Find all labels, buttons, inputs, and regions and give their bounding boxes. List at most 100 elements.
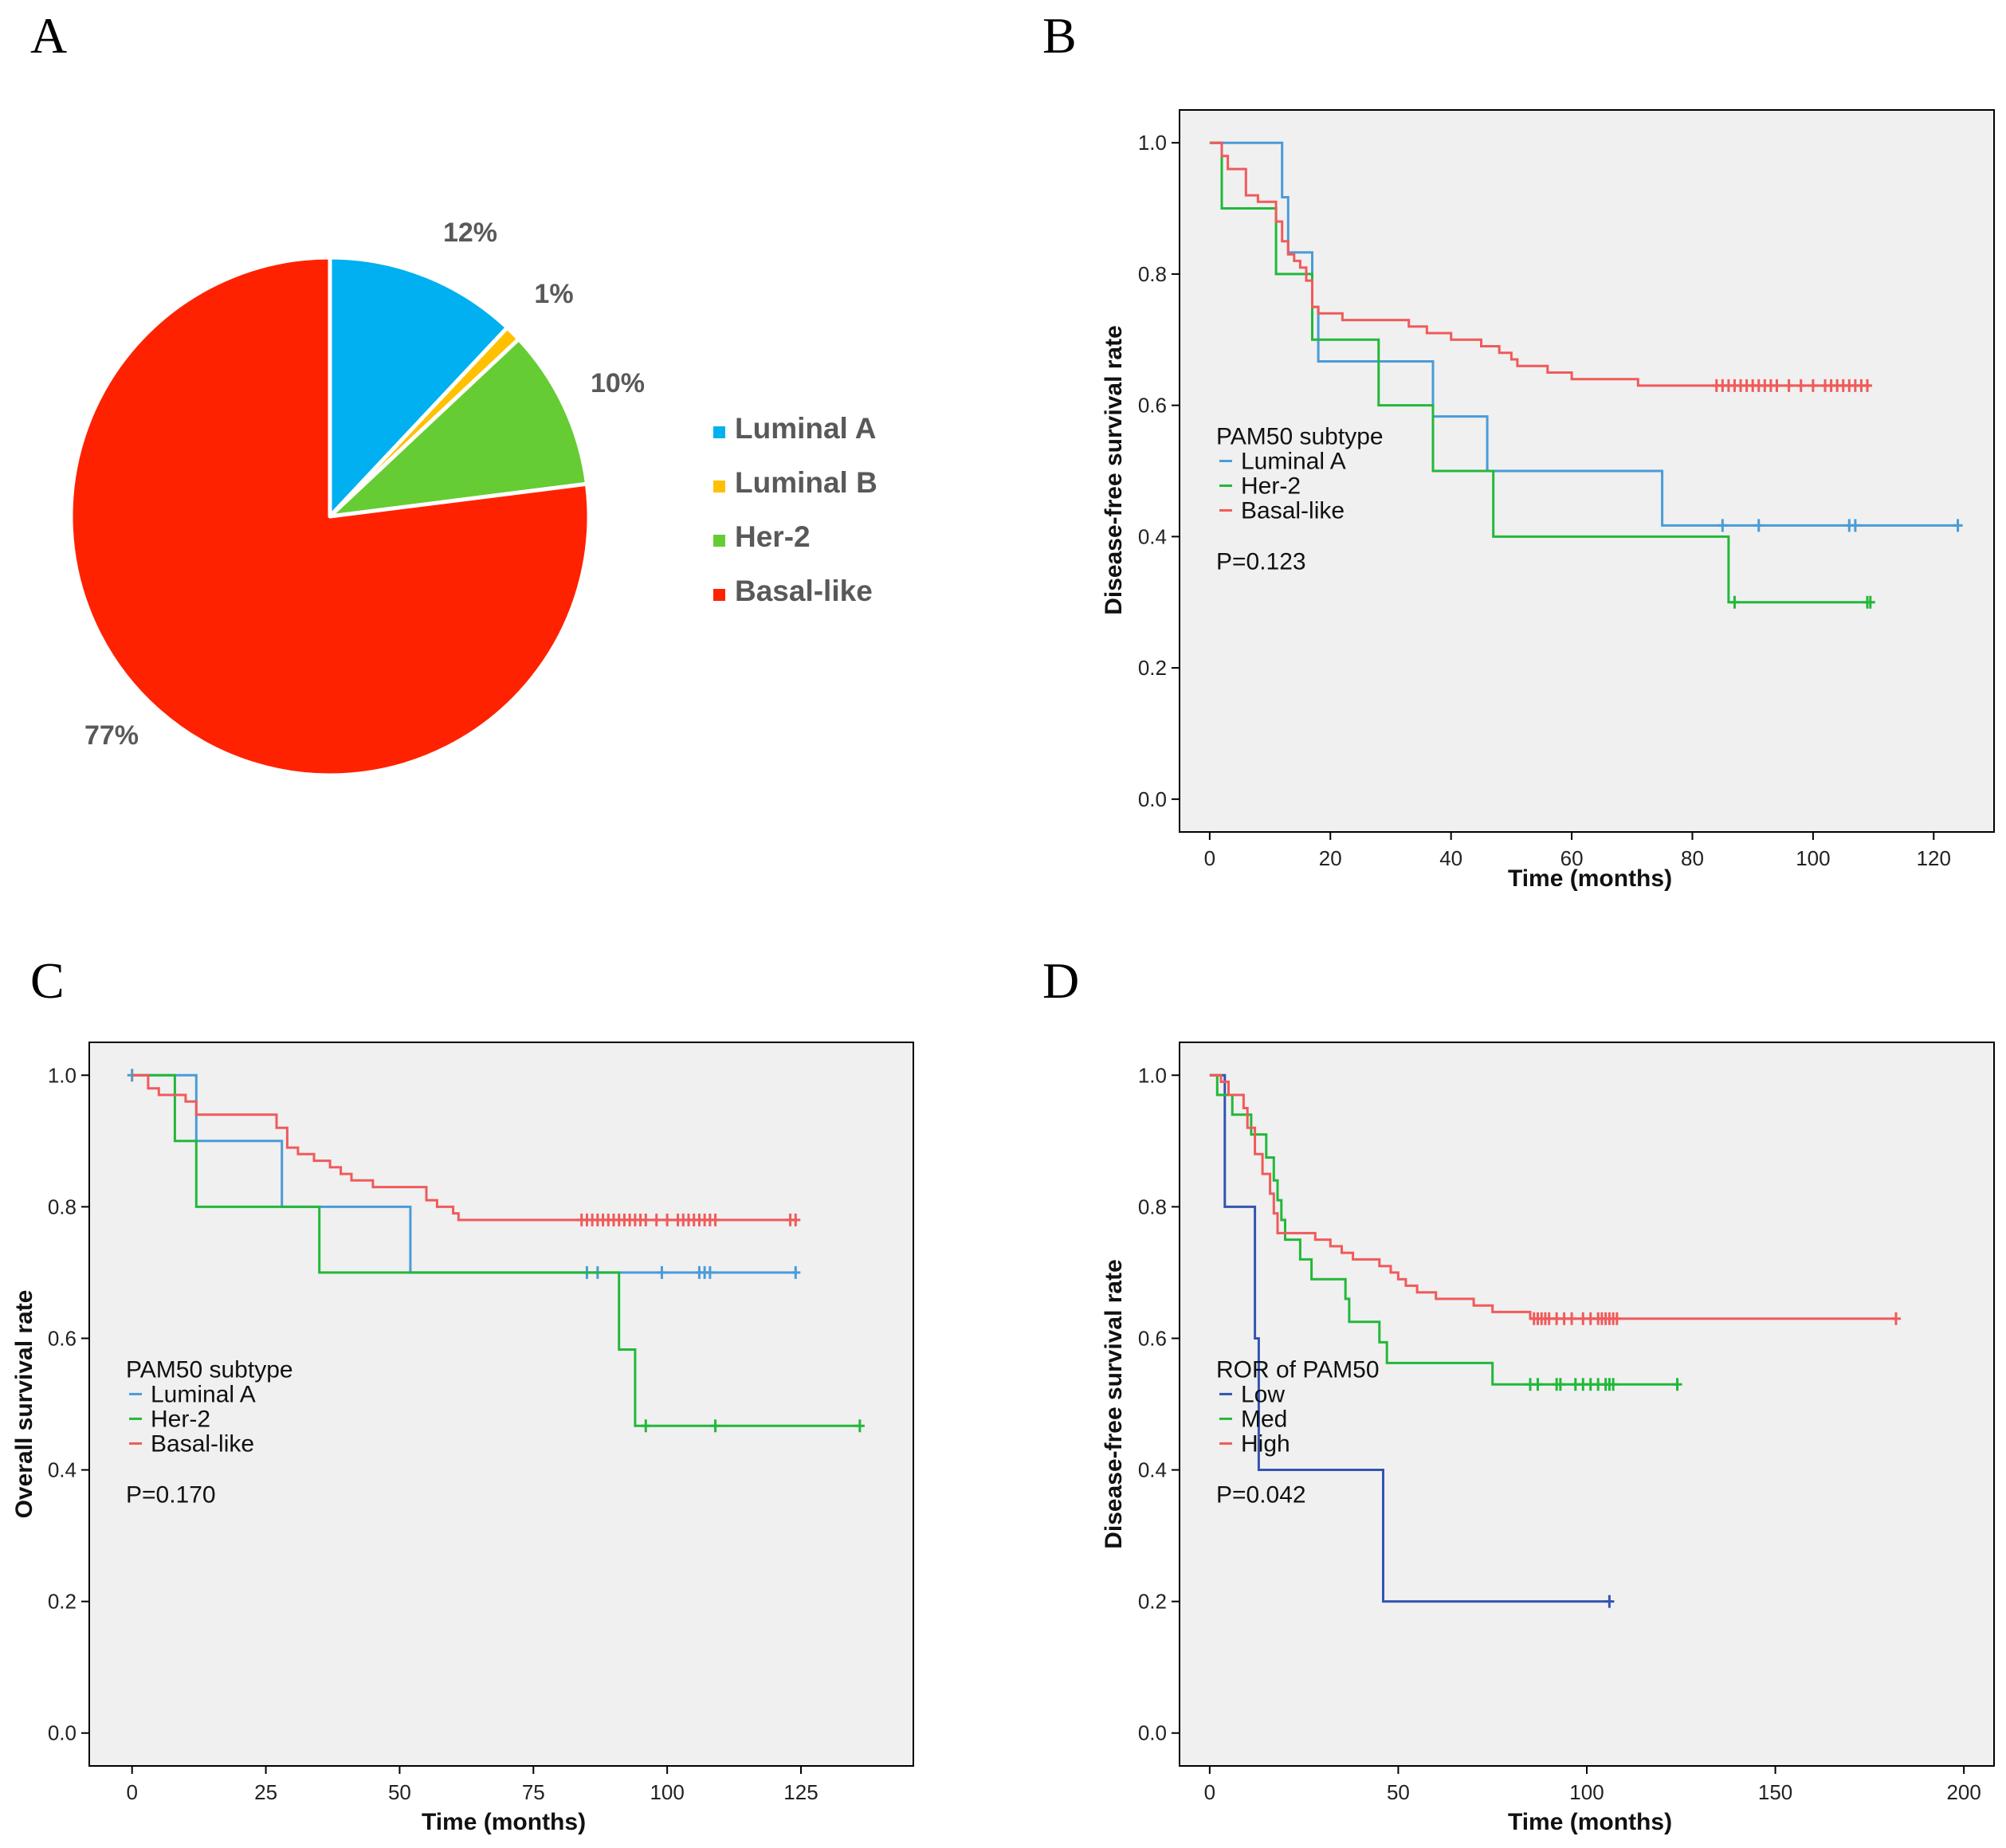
y-tick-label-b: 1.0 — [1138, 131, 1167, 155]
legend-label-her-2-c: Her-2 — [151, 1406, 210, 1432]
y-tick-label-d: 0.2 — [1138, 1590, 1167, 1614]
legend-label-basal-like-c: Basal-like — [151, 1430, 254, 1457]
km-chart-d: 0.0 0.2 0.4 0.6 0.8 1.0 0 50 100 150 200 Time (mont… — [1101, 1042, 1995, 1835]
pie-legend-label-her-2: Her-2 — [735, 520, 811, 553]
survival-curve-basal-like-c — [132, 1073, 796, 1222]
x-tick-label-c: 50 — [388, 1780, 411, 1804]
legend-label-luminal-a-c: Luminal A — [151, 1381, 256, 1407]
y-axis-title-d: Disease-free survival rate — [1101, 1259, 1127, 1549]
legend-label-high-d: High — [1241, 1430, 1290, 1457]
censor-mark-luminal-a-c — [657, 1265, 667, 1279]
censor-mark-her-2-c — [710, 1419, 720, 1433]
y-tick-label-b: 0.4 — [1138, 524, 1167, 548]
pie-legend-swatch-basal-like — [713, 589, 725, 601]
censor-mark-basal-like-b — [1808, 379, 1818, 392]
censor-mark-her-2-c — [854, 1419, 865, 1433]
y-tick-label-b: 0.6 — [1138, 394, 1167, 418]
censor-mark-low-d — [1604, 1595, 1615, 1608]
censor-mark-luminal-a-c — [705, 1265, 715, 1279]
x-axis-title-c: Time (months) — [422, 1809, 586, 1835]
survival-curve-basal-like-b — [1209, 141, 1871, 387]
x-tick-label-b: 40 — [1439, 846, 1462, 870]
censor-mark-basal-like-c — [662, 1213, 673, 1226]
pie-value-label-luminal-a: 12% — [443, 218, 497, 248]
pie-slice-luminal-a — [328, 255, 509, 519]
survival-curve-her-2-b — [1209, 141, 1871, 604]
pie-legend-swatch-luminal-a — [713, 426, 725, 438]
x-tick-label-c: 75 — [522, 1780, 545, 1804]
x-tick-label-c: 100 — [650, 1780, 684, 1804]
censor-mark-high-d — [1567, 1312, 1577, 1325]
plot-area-b — [1179, 109, 1995, 833]
y-tick-label-b: 0.8 — [1138, 262, 1167, 286]
km-chart-c: 0.0 0.2 0.4 0.6 0.8 1.0 0 25 50 75 100 125 Time (mon… — [11, 1042, 914, 1835]
p-value-b: P=0.123 — [1216, 548, 1306, 575]
x-tick-label-b: 0 — [1204, 846, 1215, 870]
x-axis-title-d: Time (months) — [1508, 1809, 1672, 1835]
pie-value-label-her-2: 10% — [591, 368, 645, 398]
censor-mark-basal-like-c — [651, 1213, 661, 1226]
panel-label-a: A — [30, 7, 67, 64]
legend-title-c: PAM50 subtype — [126, 1356, 293, 1383]
censor-mark-med-d — [1555, 1378, 1565, 1391]
y-tick-label-c: 1.0 — [48, 1063, 77, 1087]
survival-curve-high-d — [1209, 1073, 1896, 1320]
p-value-d: P=0.042 — [1216, 1481, 1306, 1508]
x-tick-label-d: 200 — [1946, 1780, 1980, 1804]
pie-slice-basal-like — [69, 255, 591, 778]
x-axis-title-b: Time (months) — [1508, 865, 1672, 892]
legend-label-basal-like-b: Basal-like — [1241, 497, 1345, 524]
censor-mark-med-d — [1533, 1378, 1543, 1391]
pie-value-label-basal-like: 77% — [84, 720, 139, 751]
x-tick-label-b: 120 — [1917, 846, 1951, 870]
censor-mark-her-2-b — [1865, 595, 1875, 609]
legend-title-b: PAM50 subtype — [1216, 423, 1384, 449]
panel-label-d: D — [1042, 952, 1079, 1009]
x-tick-label-d: 50 — [1387, 1780, 1410, 1804]
pie-legend-label-luminal-a: Luminal A — [735, 412, 876, 445]
pie-legend-swatch-luminal-b — [713, 481, 725, 492]
censor-mark-basal-like-c — [791, 1213, 801, 1226]
p-value-c: P=0.170 — [126, 1481, 216, 1508]
plot-area-c — [88, 1042, 914, 1767]
y-tick-label-c: 0.4 — [48, 1458, 77, 1482]
legend-label-luminal-a-b: Luminal A — [1241, 448, 1346, 474]
legend-title-d: ROR of PAM50 — [1216, 1356, 1380, 1383]
y-axis-title-b: Disease-free survival rate — [1101, 325, 1127, 615]
x-tick-label-d: 150 — [1758, 1780, 1792, 1804]
y-tick-label-c: 0.0 — [48, 1721, 77, 1745]
censor-mark-high-d — [1611, 1312, 1622, 1325]
censor-mark-med-d — [1608, 1378, 1619, 1391]
legend-label-med-d: Med — [1241, 1406, 1287, 1432]
x-tick-label-c: 0 — [126, 1780, 137, 1804]
censor-mark-basal-like-b — [1784, 379, 1794, 392]
y-tick-label-b: 0.2 — [1138, 656, 1167, 680]
censor-mark-her-2-b — [1729, 595, 1740, 609]
y-tick-label-d: 0.0 — [1138, 1721, 1167, 1745]
censor-mark-luminal-a-c — [791, 1265, 801, 1279]
survival-curve-low-d — [1209, 1073, 1610, 1603]
censor-mark-luminal-a-b — [1753, 519, 1764, 532]
y-tick-label-c: 0.6 — [48, 1326, 77, 1350]
censor-mark-basal-like-c — [641, 1213, 651, 1226]
y-tick-label-d: 1.0 — [1138, 1063, 1167, 1087]
y-tick-label-c: 0.2 — [48, 1590, 77, 1614]
censor-mark-basal-like-c — [710, 1213, 720, 1226]
censor-mark-basal-like-b — [1772, 379, 1782, 392]
censor-mark-luminal-a-b — [1850, 519, 1860, 532]
pie-legend-label-luminal-b: Luminal B — [735, 466, 877, 499]
y-tick-label-d: 0.4 — [1138, 1458, 1167, 1482]
y-tick-label-d: 0.8 — [1138, 1195, 1167, 1218]
x-tick-label-b: 80 — [1681, 846, 1704, 870]
survival-curve-luminal-a-c — [132, 1073, 796, 1274]
legend-label-low-d: Low — [1241, 1381, 1285, 1407]
pie-legend-swatch-her-2 — [713, 535, 725, 547]
censor-mark-high-d — [1890, 1312, 1901, 1325]
y-axis-title-c: Overall survival rate — [11, 1290, 37, 1519]
x-tick-label-b: 100 — [1796, 846, 1830, 870]
panel-label-b: B — [1042, 7, 1077, 64]
x-tick-label-b: 20 — [1319, 846, 1342, 870]
